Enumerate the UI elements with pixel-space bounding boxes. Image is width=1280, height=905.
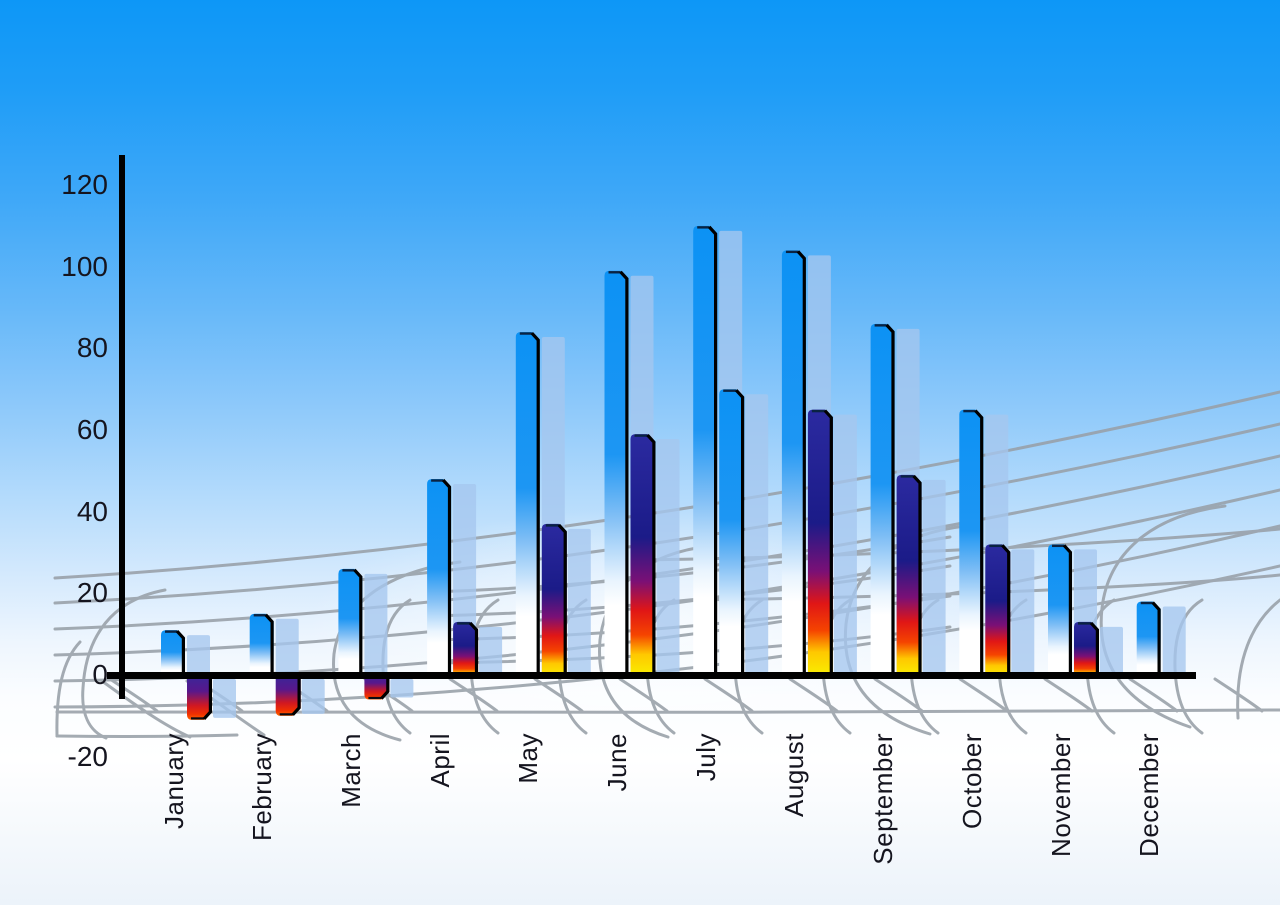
bar-shadow-december	[1162, 606, 1186, 679]
x-axis-label-text: October	[956, 733, 987, 829]
bar-shadow-secondary-march	[390, 679, 414, 698]
bar-edge	[823, 409, 833, 678]
x-axis-label-december: December	[1133, 733, 1167, 857]
bar-edge	[175, 630, 185, 678]
y-axis-tick-label--20: -20	[67, 740, 108, 772]
bar-secondary-may	[541, 523, 567, 679]
bar-secondary-july	[719, 389, 745, 679]
x-axis-label-august: August	[778, 733, 812, 817]
bar-shadow-secondary-february	[301, 679, 325, 714]
bar-secondary-april	[453, 621, 479, 679]
y-axis-tick-label-20: 20	[76, 577, 108, 609]
bar-primary-november	[1048, 544, 1072, 679]
x-axis-label-october: October	[955, 733, 989, 829]
x-axis-label-february: February	[246, 733, 280, 841]
x-axis-label-text: March	[335, 733, 366, 808]
x-axis-label-may: May	[512, 733, 546, 784]
bar-edge	[380, 673, 390, 700]
x-axis-label-text: January	[158, 733, 189, 829]
bar-edge	[619, 270, 629, 678]
bar-secondary-february	[275, 672, 301, 716]
bar-primary-may	[515, 332, 540, 679]
bar-shadow-secondary-january	[213, 679, 236, 718]
bar-edge	[291, 673, 301, 716]
bar-edge	[796, 250, 806, 678]
x-axis-label-text: June	[602, 733, 632, 792]
bar-edge	[912, 474, 922, 678]
y-axis-tick-label-40: 40	[76, 495, 108, 527]
bar-edge	[1062, 544, 1072, 678]
bar-primary-april	[427, 479, 452, 679]
bar-edge	[202, 673, 212, 720]
x-axis-label-text: February	[247, 733, 278, 842]
bar-shadow-secondary-may	[567, 528, 591, 679]
x-axis-label-text: August	[779, 733, 810, 817]
x-axis-label-september: September	[867, 733, 901, 865]
y-axis-line	[119, 155, 125, 699]
bar-shadow-secondary-august	[833, 414, 857, 679]
x-axis-label-april: April	[423, 733, 457, 788]
x-axis-label-text: July	[690, 733, 721, 782]
x-axis-label-november: November	[1044, 733, 1078, 857]
bar-edge	[441, 478, 452, 678]
x-axis-label-text: December	[1134, 733, 1165, 857]
x-axis-label-text: May	[513, 733, 544, 784]
bar-shadow-february	[275, 618, 299, 679]
bar-edge	[885, 323, 895, 678]
bar-shadow-january	[187, 635, 210, 679]
x-axis-line	[107, 672, 1196, 679]
bar-primary-january	[161, 630, 185, 679]
bar-edge	[530, 331, 540, 678]
bar-secondary-january	[187, 672, 212, 720]
y-axis-tick-label-100: 100	[61, 250, 108, 282]
bar-edge	[974, 409, 984, 678]
y-axis-tick-label-60: 60	[76, 414, 108, 446]
bar-edge	[1001, 544, 1011, 678]
bar-secondary-june	[630, 434, 656, 679]
bar-edge	[264, 613, 274, 678]
bar-edge	[646, 434, 656, 678]
bar-primary-march	[338, 568, 363, 679]
bar-edge	[1089, 621, 1099, 678]
bar-primary-september	[870, 323, 895, 679]
bar-shadow-secondary-september	[922, 479, 946, 679]
bar-primary-july	[693, 225, 718, 679]
bar-primary-february	[249, 613, 274, 679]
bar-shadow-secondary-october	[1011, 549, 1035, 679]
y-axis-tick-label-80: 80	[76, 332, 108, 364]
bar-secondary-november	[1074, 621, 1099, 679]
bar-primary-june	[604, 270, 629, 679]
bar-primary-october	[959, 409, 984, 679]
bar-shadow-secondary-july	[745, 394, 769, 679]
x-axis-label-june: June	[601, 733, 635, 791]
x-axis-label-text: November	[1045, 733, 1076, 857]
bar-edge	[468, 621, 479, 678]
bar-shadow-secondary-april	[479, 626, 503, 679]
bar-primary-august	[781, 250, 806, 680]
bar-edge	[353, 568, 363, 678]
bar-edge	[1151, 601, 1161, 678]
bar-edge	[735, 389, 745, 678]
x-axis-label-july: July	[689, 733, 723, 781]
bar-edge	[557, 523, 567, 678]
y-axis-tick-label-120: 120	[61, 169, 108, 201]
y-axis-tick-label-0: 0	[92, 659, 108, 690]
bar-shadow-march	[364, 573, 388, 679]
x-axis-label-text: April	[424, 733, 455, 788]
bar-shadow-secondary-november	[1100, 626, 1123, 679]
bar-primary-december	[1136, 601, 1161, 679]
x-axis-label-january: January	[157, 733, 191, 829]
bar-secondary-september	[896, 474, 922, 679]
bar-shadow-secondary-june	[656, 439, 680, 679]
x-axis-label-march: March	[334, 733, 368, 808]
bar-secondary-august	[807, 409, 833, 679]
x-axis-label-text: September	[868, 733, 899, 865]
bar-secondary-october	[985, 544, 1011, 679]
bar-edge	[708, 225, 718, 678]
